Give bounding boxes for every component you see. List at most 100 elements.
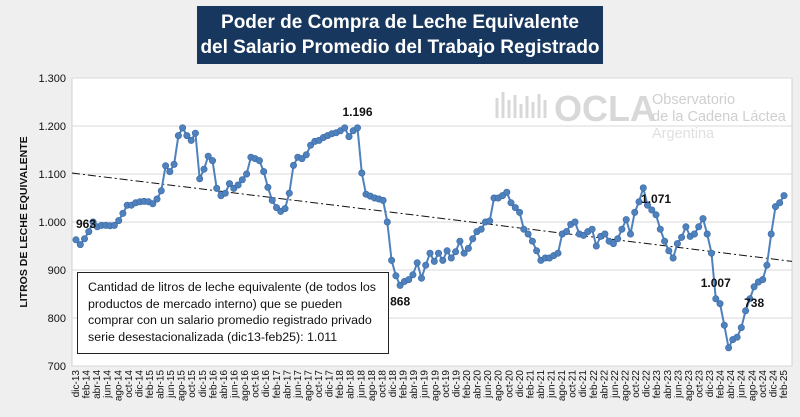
data-point bbox=[673, 240, 681, 248]
data-point bbox=[665, 247, 673, 255]
data-point bbox=[285, 189, 293, 197]
x-tick-label: jun-22 bbox=[610, 370, 621, 399]
x-tick-label: jun-18 bbox=[356, 370, 367, 399]
data-point bbox=[622, 216, 630, 224]
data-point bbox=[413, 259, 421, 267]
x-tick-label: feb-21 bbox=[525, 370, 536, 399]
watermark-line3: Argentina bbox=[652, 126, 715, 142]
data-point bbox=[213, 184, 221, 192]
data-point bbox=[712, 295, 720, 303]
note-line3: comprar con un salario promedio registra… bbox=[88, 313, 372, 328]
watermark-logo: OCLA bbox=[554, 88, 656, 129]
data-point bbox=[469, 235, 477, 243]
data-point bbox=[302, 151, 310, 159]
data-point bbox=[72, 236, 80, 244]
x-tick-label: feb-25 bbox=[779, 370, 790, 399]
data-point bbox=[456, 237, 464, 245]
x-tick-label: jun-20 bbox=[483, 370, 494, 399]
data-point bbox=[464, 244, 472, 252]
x-tick-label: feb-20 bbox=[462, 370, 473, 399]
data-label: 1.055 bbox=[786, 0, 800, 3]
x-tick-label: dic-22 bbox=[642, 370, 653, 398]
x-tick-label: dic-17 bbox=[325, 370, 336, 398]
data-point bbox=[690, 230, 698, 238]
data-point bbox=[707, 249, 715, 257]
data-point bbox=[763, 261, 771, 269]
data-point bbox=[716, 300, 724, 308]
x-tick-label: abr-24 bbox=[726, 370, 737, 399]
series-markers bbox=[72, 124, 788, 352]
x-tick-label: feb-15 bbox=[145, 370, 156, 399]
data-point bbox=[661, 237, 669, 245]
data-point bbox=[643, 201, 651, 209]
x-tick-label: oct-21 bbox=[568, 370, 579, 398]
data-label: 1.196 bbox=[342, 105, 372, 119]
data-point bbox=[281, 205, 289, 213]
data-label: 1.007 bbox=[701, 276, 731, 290]
x-tick-label: jun-23 bbox=[673, 370, 684, 399]
y-tick-label: 1.000 bbox=[38, 217, 66, 229]
note-line2: productos de mercado interno) que se pue… bbox=[88, 296, 343, 311]
data-point bbox=[119, 209, 127, 217]
data-point bbox=[524, 230, 532, 238]
data-point bbox=[405, 276, 413, 284]
data-point bbox=[162, 162, 170, 170]
data-point bbox=[255, 157, 263, 165]
chart-title-line1: Poder de Compra de Leche Equivalente bbox=[221, 12, 579, 33]
x-tick-label: dic-18 bbox=[388, 370, 399, 398]
x-tick-label: oct-16 bbox=[251, 370, 262, 398]
data-point bbox=[268, 196, 276, 204]
y-tick-label: 800 bbox=[48, 313, 66, 325]
x-tick-label: oct-17 bbox=[314, 370, 325, 398]
x-tick-label: ago-14 bbox=[113, 370, 124, 402]
x-tick-label: jun-16 bbox=[230, 370, 241, 399]
data-point bbox=[388, 256, 396, 264]
data-point bbox=[200, 165, 208, 173]
x-tick-label: abr-21 bbox=[536, 370, 547, 399]
data-point bbox=[562, 228, 570, 236]
x-tick-label: abr-19 bbox=[409, 370, 420, 399]
x-tick-label: feb-18 bbox=[335, 370, 346, 399]
data-point bbox=[191, 129, 199, 137]
data-point bbox=[422, 261, 430, 269]
data-point bbox=[614, 235, 622, 243]
data-point bbox=[221, 189, 229, 197]
data-point bbox=[149, 200, 157, 208]
trend-line bbox=[71, 172, 793, 262]
x-tick-label: jun-24 bbox=[737, 370, 748, 399]
x-tick-label: feb-22 bbox=[589, 370, 600, 399]
data-point bbox=[669, 254, 677, 262]
data-label: 1.071 bbox=[641, 192, 671, 206]
ocla-watermark: OCLA Observatorio de la Cadena Láctea Ar… bbox=[495, 88, 787, 142]
x-tick-label: feb-16 bbox=[208, 370, 219, 399]
data-point bbox=[528, 237, 536, 245]
data-point bbox=[682, 223, 690, 231]
data-point bbox=[725, 344, 733, 352]
x-tick-label: oct-15 bbox=[187, 370, 198, 398]
note-line4: serie desestacionalizada (dic13-feb25): … bbox=[88, 329, 338, 344]
x-tick-label: ago-24 bbox=[747, 370, 758, 402]
data-point bbox=[699, 215, 707, 223]
data-point bbox=[588, 225, 596, 233]
x-tick-label: ago-19 bbox=[430, 370, 441, 402]
x-tick-label: dic-16 bbox=[261, 370, 272, 398]
data-point bbox=[417, 274, 425, 282]
x-tick-label: feb-24 bbox=[716, 370, 727, 399]
watermark-line1: Observatorio bbox=[652, 92, 735, 108]
x-tick-label: dic-15 bbox=[198, 370, 209, 398]
x-tick-label: oct-22 bbox=[631, 370, 642, 398]
data-point bbox=[486, 217, 494, 225]
data-point bbox=[238, 176, 246, 184]
y-tick-label: 1.100 bbox=[38, 169, 66, 181]
x-tick-label: abr-22 bbox=[599, 370, 610, 399]
data-point bbox=[243, 170, 251, 178]
data-point bbox=[452, 248, 460, 256]
data-point bbox=[289, 161, 297, 169]
data-point bbox=[196, 175, 204, 183]
ocla-wave-icon bbox=[495, 92, 547, 118]
data-label: 963 bbox=[76, 217, 96, 231]
x-tick-label: feb-17 bbox=[272, 370, 283, 399]
data-point bbox=[447, 254, 455, 262]
